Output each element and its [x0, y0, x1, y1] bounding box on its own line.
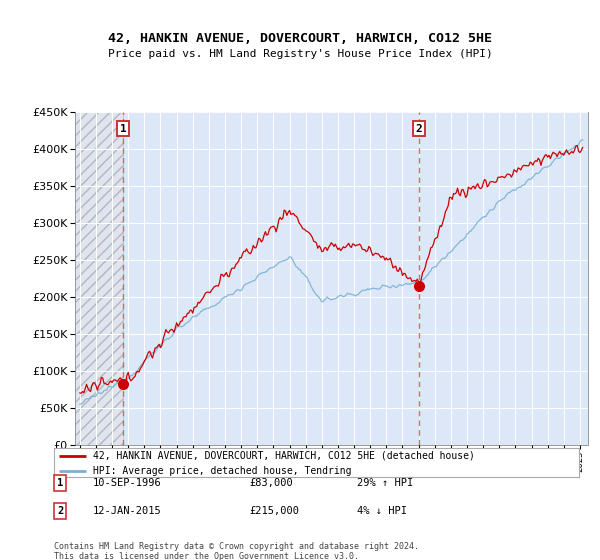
Bar	[75, 112, 123, 445]
Bar	[75, 112, 123, 445]
Text: £83,000: £83,000	[249, 478, 293, 488]
Text: 12-JAN-2015: 12-JAN-2015	[93, 506, 162, 516]
Text: 42, HANKIN AVENUE, DOVERCOURT, HARWICH, CO12 5HE: 42, HANKIN AVENUE, DOVERCOURT, HARWICH, …	[108, 32, 492, 45]
Text: 2: 2	[416, 124, 422, 134]
Text: Contains HM Land Registry data © Crown copyright and database right 2024.
This d: Contains HM Land Registry data © Crown c…	[54, 542, 419, 560]
Text: 4% ↓ HPI: 4% ↓ HPI	[357, 506, 407, 516]
Text: 1: 1	[57, 478, 63, 488]
Text: 1: 1	[120, 124, 127, 134]
Text: HPI: Average price, detached house, Tendring: HPI: Average price, detached house, Tend…	[94, 466, 352, 475]
Text: Price paid vs. HM Land Registry's House Price Index (HPI): Price paid vs. HM Land Registry's House …	[107, 49, 493, 59]
Text: 29% ↑ HPI: 29% ↑ HPI	[357, 478, 413, 488]
Text: 10-SEP-1996: 10-SEP-1996	[93, 478, 162, 488]
Text: 2: 2	[57, 506, 63, 516]
Text: £215,000: £215,000	[249, 506, 299, 516]
Text: 42, HANKIN AVENUE, DOVERCOURT, HARWICH, CO12 5HE (detached house): 42, HANKIN AVENUE, DOVERCOURT, HARWICH, …	[94, 451, 475, 461]
